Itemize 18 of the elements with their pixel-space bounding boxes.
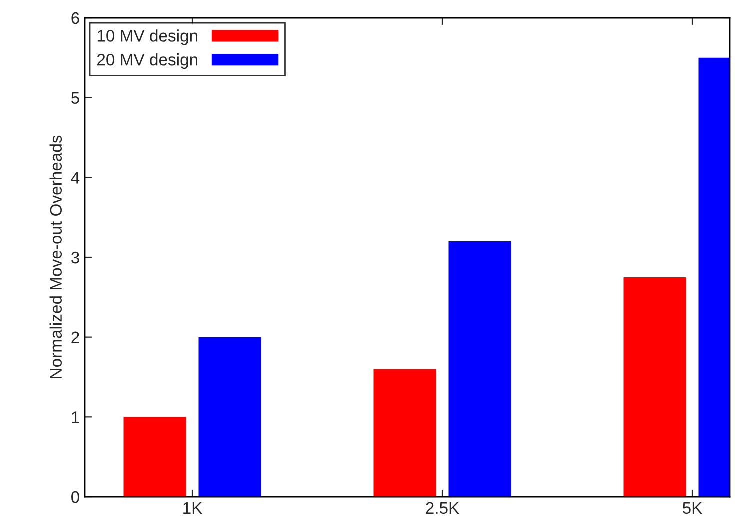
y-tick-label: 0	[72, 491, 80, 504]
y-tick-label: 2	[72, 332, 80, 344]
bar	[374, 369, 436, 497]
legend-label: 20 MV design	[98, 54, 198, 70]
y-tick-label: 5	[72, 92, 80, 104]
y-tick-label: 4	[71, 172, 80, 184]
bar	[448, 242, 512, 497]
bar	[198, 337, 262, 497]
x-tick-label: 1K	[184, 502, 203, 514]
y-axis-title: Normalized Move-out Overheads	[50, 136, 62, 378]
y-tick-label: 3	[72, 252, 80, 264]
bar	[124, 417, 186, 497]
legend-label: 10 MV design	[98, 30, 198, 46]
bar	[624, 277, 686, 497]
x-tick-label: 5K	[682, 502, 703, 514]
y-tick-label: 1	[72, 412, 80, 424]
x-tick-label: 2.5K	[426, 502, 460, 514]
y-tick-label: 6	[72, 12, 80, 24]
